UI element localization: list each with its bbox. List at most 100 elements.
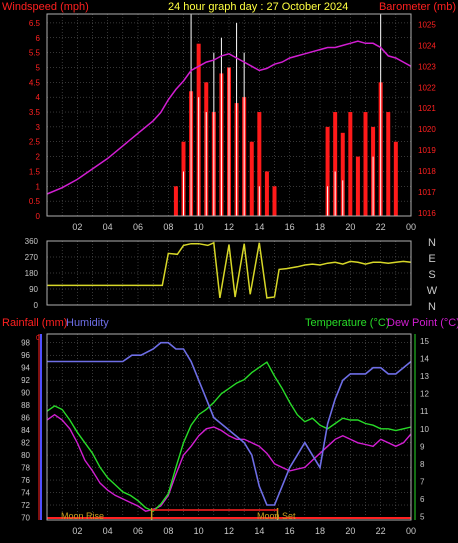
wind-baro-frame <box>46 13 412 217</box>
x-tick-label: 02 <box>72 222 82 232</box>
wind-direction-line <box>47 241 412 299</box>
barometer-tick: 1021 <box>418 104 436 113</box>
x-tick-label: 06 <box>133 526 143 536</box>
temperature-line <box>46 361 412 513</box>
windspeed-tick: 5.5 <box>29 49 41 58</box>
barometer-tick: 1025 <box>418 20 436 29</box>
x-tick-label: 08 <box>163 222 173 232</box>
temperature-tick: 11 <box>420 407 429 416</box>
dewpoint-line <box>46 413 412 512</box>
barometer-tick: 1023 <box>418 62 436 71</box>
direction-compass-tick: S <box>428 269 435 281</box>
x-tick-label: 16 <box>285 222 295 232</box>
x-tick-label: 10 <box>194 526 204 536</box>
moon-set-label: Moon Set <box>257 511 296 521</box>
humidity-tick: 92 <box>21 376 30 385</box>
temp-hum-x-tick-labels: 02 04 06 08 10 12 14 16 18 20 22 00 <box>72 526 416 536</box>
x-tick-label: 02 <box>72 526 82 536</box>
windspeed-axis-label: Windspeed (mph) <box>2 1 89 13</box>
humidity-tick: 80 <box>21 451 30 460</box>
x-tick-label: 20 <box>345 526 355 536</box>
barometer-tick: 1019 <box>418 146 436 155</box>
wind-direction-grid <box>46 241 411 305</box>
temperature-axis-label: Temperature (°C) <box>305 317 389 329</box>
windspeed-bar <box>249 141 254 216</box>
x-tick-label: 00 <box>406 526 416 536</box>
x-tick-label: 16 <box>285 526 295 536</box>
direction-degree-tick: 360 <box>25 237 39 246</box>
temp-hum-series <box>46 341 412 520</box>
windspeed-tick: 0 <box>36 212 41 221</box>
wind-direction-series <box>47 241 412 299</box>
humidity-tick: 96 <box>21 351 30 360</box>
barometer-tick: 1018 <box>418 167 436 176</box>
temperature-tick: 8 <box>420 460 425 469</box>
barometer-tick: 1016 <box>418 209 436 218</box>
windspeed-bar <box>393 141 398 216</box>
wind-baro-panel: 00.511.522.533.544.555.566.5 10161017101… <box>2 1 456 232</box>
windspeed-bar <box>340 132 345 216</box>
windspeed-tick: 0.5 <box>29 197 41 206</box>
direction-degree-tick: 0 <box>34 301 39 310</box>
x-tick-label: 20 <box>345 222 355 232</box>
windspeed-tick: 4.5 <box>29 78 41 87</box>
x-tick-label: 04 <box>103 222 113 232</box>
temperature-tick: 6 <box>420 495 425 504</box>
dewpoint-axis-label: Dew Point (°C) <box>387 317 458 329</box>
windspeed-bar <box>355 156 360 216</box>
direction-compass-tick: E <box>428 253 435 265</box>
humidity-tick: 90 <box>21 389 30 398</box>
temperature-tick: 14 <box>420 355 429 364</box>
x-tick-label: 22 <box>376 526 386 536</box>
x-tick-label: 18 <box>315 526 325 536</box>
barometer-tick-labels: 1016 1017 1018 1019 1020 1021 1022 1023 1024 1025 <box>418 20 436 217</box>
humidity-tick: 94 <box>21 364 30 373</box>
direction-degree-tick: 90 <box>29 285 38 294</box>
temperature-tick: 10 <box>420 425 429 434</box>
x-tick-label: 00 <box>406 222 416 232</box>
windspeed-bar <box>257 112 262 216</box>
windspeed-tick: 1 <box>36 182 41 191</box>
wind-direction-frame <box>46 240 412 306</box>
wind-baro-series <box>46 14 412 217</box>
temperature-tick: 7 <box>420 477 425 486</box>
windspeed-bar <box>363 112 368 216</box>
moon-rise-label: Moon Rise <box>61 511 104 521</box>
x-tick-label: 04 <box>103 526 113 536</box>
windspeed-tick-labels: 0 0.5 1 1.5 2 2.5 3 3.5 4 4.5 5 5.5 6 6.5 <box>29 19 41 221</box>
barometer-tick: 1020 <box>418 125 436 134</box>
rain-tick-label: 0 <box>36 335 40 342</box>
windspeed-bar <box>272 186 277 216</box>
x-tick-label: 06 <box>133 222 143 232</box>
humidity-tick-labels: 70 72 74 76 78 80 82 84 86 88 90 92 94 96 98 <box>21 339 30 523</box>
direction-compass-tick: W <box>427 285 438 297</box>
direction-degree-tick: 180 <box>25 269 39 278</box>
x-tick-label: 12 <box>224 526 234 536</box>
windspeed-bar <box>325 126 330 216</box>
humidity-tick: 70 <box>21 514 30 523</box>
barometer-tick: 1024 <box>418 41 436 50</box>
temp-hum-frame <box>46 333 412 521</box>
windspeed-tick: 1.5 <box>29 167 41 176</box>
windspeed-bar <box>173 186 178 216</box>
x-tick-label: 08 <box>163 526 173 536</box>
humidity-tick: 76 <box>21 476 30 485</box>
windspeed-tick: 5 <box>36 63 41 72</box>
barometer-line <box>46 40 412 195</box>
windspeed-tick: 3.5 <box>29 108 41 117</box>
temperature-tick: 13 <box>420 372 429 381</box>
windspeed-bar <box>264 171 269 216</box>
x-tick-label: 10 <box>194 222 204 232</box>
x-tick-label: 14 <box>254 526 264 536</box>
temperature-tick: 12 <box>420 390 429 399</box>
windspeed-bar <box>386 112 391 216</box>
chart-title: 24 hour graph day : 27 October 2024 <box>168 1 348 13</box>
humidity-tick: 86 <box>21 414 30 423</box>
windspeed-tick: 2.5 <box>29 138 41 147</box>
humidity-tick: 84 <box>21 426 30 435</box>
windspeed-bar <box>333 112 338 216</box>
temperature-tick: 15 <box>420 337 429 346</box>
